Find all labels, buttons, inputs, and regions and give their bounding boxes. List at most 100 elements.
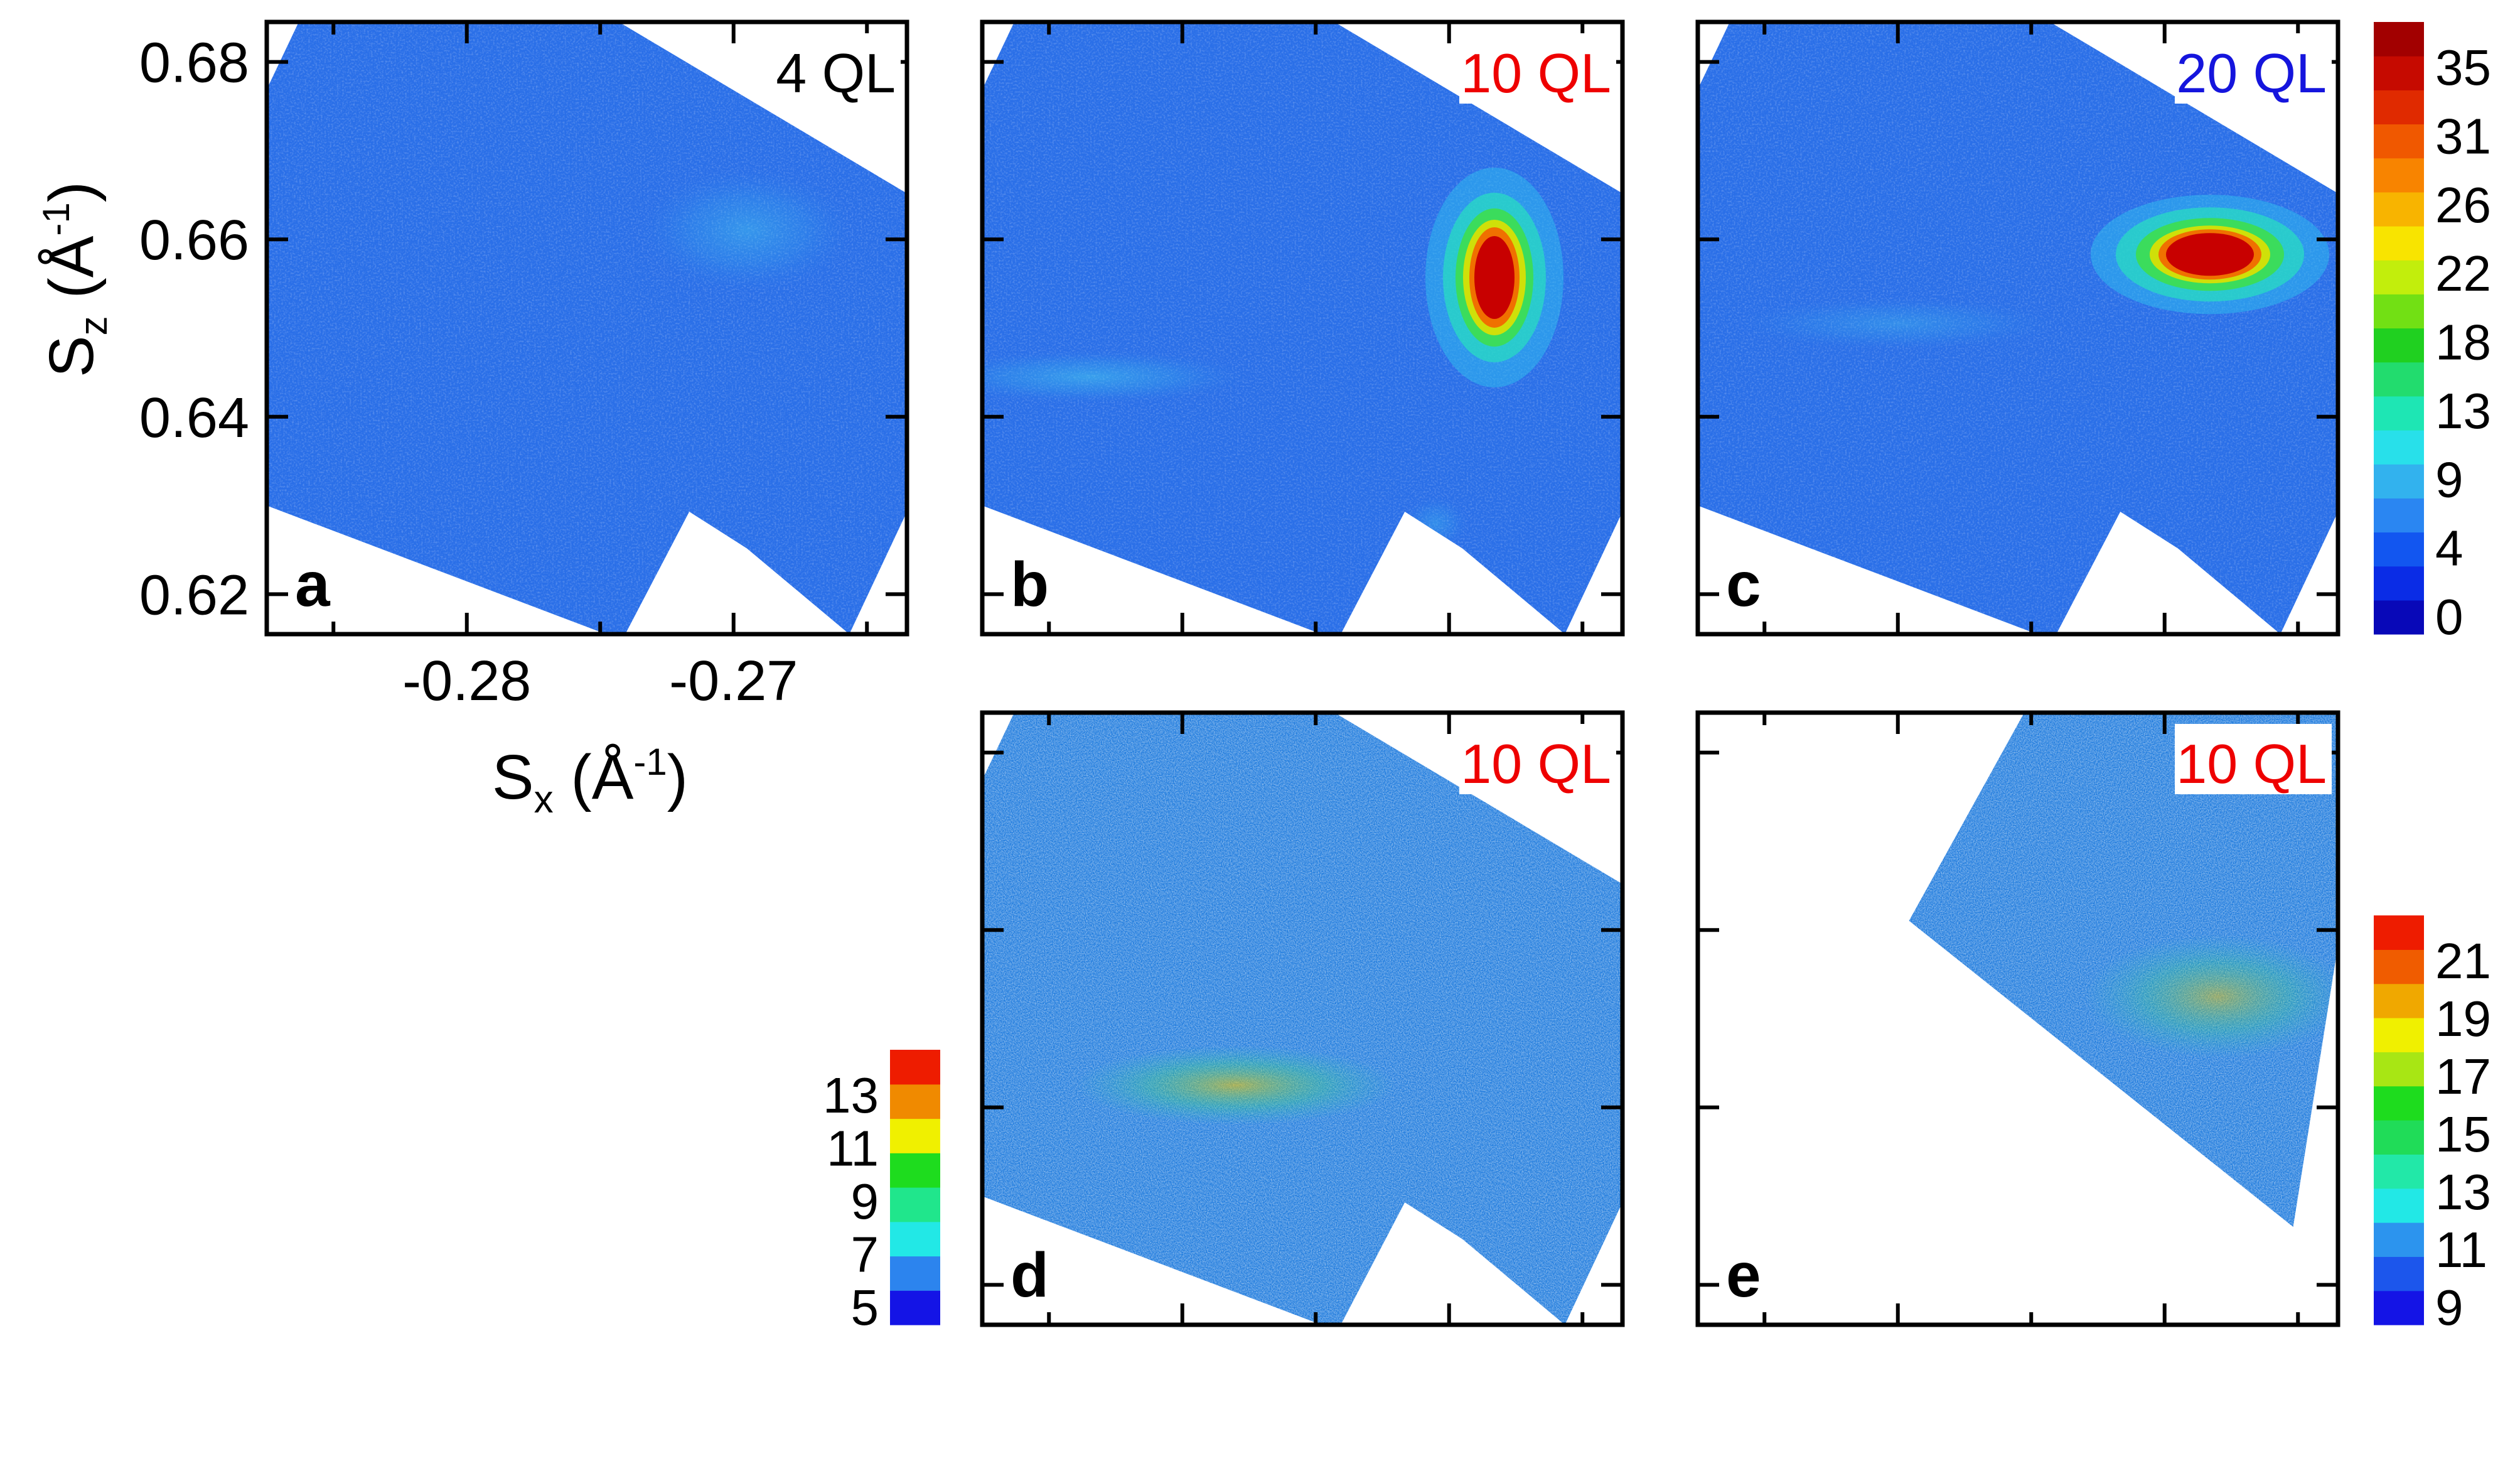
colorbar-d-swatch (890, 1256, 940, 1291)
panel-a-map (267, 22, 907, 634)
axis-titles: Sz (Å-1) Sx (Å-1) (35, 181, 688, 821)
panel-b-thickness-text: 10 QL (1461, 42, 1611, 104)
colorbar-d-tick-label: 5 (851, 1280, 879, 1335)
colorbar-main-swatch (2374, 191, 2424, 227)
colorbar-e-tick-label: 21 (2435, 933, 2491, 989)
panel-a-diffuse-0 (640, 168, 854, 293)
colorbar-main-swatch (2374, 362, 2424, 397)
x-tick-label: -0.27 (669, 650, 798, 713)
colorbar-main-tick-label: 4 (2435, 520, 2464, 576)
colorbar-e-tick-label: 19 (2435, 991, 2491, 1047)
y-tick-label: 0.62 (139, 564, 249, 627)
panel-e-diffuse-0 (2084, 934, 2338, 1059)
colorbar-d-tick-label: 11 (827, 1121, 879, 1177)
colorbar-e-swatch (2374, 1120, 2424, 1155)
panel-e-thickness-text: 10 QL (2176, 733, 2327, 795)
colorbar-e-swatch (2374, 1052, 2424, 1087)
colorbar-main-tick-label: 22 (2435, 245, 2491, 301)
panel-a-thickness-label: 4 QL (772, 33, 901, 104)
colorbar-main-tick-label: 35 (2435, 40, 2491, 95)
y-tick-label: 0.66 (139, 209, 249, 272)
panel-a: 4 QL a 0.62 0.64 0.66 0.68 -0.28 -0.27 (139, 19, 909, 713)
colorbar-main-swatch (2374, 90, 2424, 125)
panel-b: 10 QL b (980, 19, 1625, 637)
panel-c-diffuse-0 (1737, 297, 2058, 350)
panel-d-diffuse-0 (1075, 1045, 1396, 1126)
colorbar-d-swatch (890, 1221, 940, 1257)
colorbar-e-swatch (2374, 1188, 2424, 1223)
colorbar-main: 35 31 26 22 18 13 9 4 0 (2374, 22, 2491, 645)
panel-b-thickness-label: 10 QL (1459, 33, 1616, 104)
panel-b-bragg-peak (1425, 167, 1563, 387)
colorbar-d-tick-label: 13 (823, 1067, 879, 1123)
x-tick-label: -0.28 (402, 650, 531, 713)
colorbar-main-swatch (2374, 56, 2424, 90)
panel-a-frame (264, 19, 909, 637)
colorbar-e-tick-label: 9 (2435, 1280, 2464, 1335)
panel-a-thickness-text: 4 QL (776, 42, 896, 104)
colorbar-main-swatch (2374, 158, 2424, 193)
panels-layer: 4 QL a 0.62 0.64 0.66 0.68 -0.28 -0.27 10 QL b 20 … (139, 19, 2340, 1327)
panel-b-letter: b (1011, 549, 1049, 620)
panel-e-thickness-label: 10 QL (2175, 724, 2332, 795)
panel-c-thickness-text: 20 QL (2176, 42, 2327, 104)
colorbar-d-swatch (890, 1187, 940, 1222)
y-tick-label: 0.68 (139, 32, 249, 95)
colorbar-main-swatch (2374, 464, 2424, 499)
panel-d-frame (980, 710, 1625, 1327)
colorbar-e-swatch (2374, 1290, 2424, 1325)
colorbar-main-tick-label: 26 (2435, 177, 2491, 233)
panel-c-letter: c (1726, 549, 1761, 620)
colorbar-e-tick-label: 15 (2435, 1106, 2491, 1162)
colorbar-main-swatch (2374, 124, 2424, 159)
panel-b-frame (980, 19, 1625, 637)
colorbar-d-swatch (890, 1118, 940, 1153)
panel-a-letter: a (295, 549, 331, 620)
panel-c-frame (1695, 19, 2340, 637)
colorbar-main-swatch (2374, 600, 2424, 635)
panel-e: 10 QL e (1695, 710, 2340, 1327)
colorbar-main-swatch (2374, 498, 2424, 533)
colorbar-main-tick-label: 0 (2435, 589, 2464, 645)
colorbar-main-swatch (2374, 532, 2424, 567)
colorbar-d-tick-label: 7 (851, 1227, 879, 1283)
colorbar-e-tick-label: 11 (2435, 1222, 2487, 1278)
panel-d-letter: d (1011, 1240, 1049, 1310)
colorbar-e-swatch (2374, 983, 2424, 1018)
colorbar-main-tick-label: 31 (2435, 108, 2491, 164)
panel-b-diffuse-0 (982, 350, 1249, 404)
colorbar-main-swatch (2374, 396, 2424, 431)
colorbar-main-tick-label: 18 (2435, 315, 2491, 370)
panel-d-thickness-text: 10 QL (1461, 733, 1611, 795)
colorbar-e-swatch (2374, 1154, 2424, 1189)
panel-b-map (982, 22, 1622, 634)
colorbar-d-swatch (890, 1290, 940, 1325)
colorbar-main-tick-label: 9 (2435, 451, 2464, 507)
colorbar-e-tick-label: 17 (2435, 1049, 2491, 1104)
colorbar-main-swatch (2374, 294, 2424, 329)
panel-b-diffuse-1 (1403, 496, 1468, 550)
y-axis-title: Sz (Å-1) (35, 181, 115, 377)
colorbar-e-swatch (2374, 1018, 2424, 1052)
colorbar-main-swatch (2374, 430, 2424, 465)
colorbar-main-swatch (2374, 226, 2424, 261)
colorbar-main-swatch (2374, 22, 2424, 57)
colorbar-d-swatch (890, 1153, 940, 1188)
colorbar-e-swatch (2374, 1086, 2424, 1121)
panel-d: 10 QL d (980, 710, 1625, 1327)
panel-e-frame (1695, 710, 2340, 1327)
colorbar-main-tick-label: 13 (2435, 383, 2491, 439)
colorbar-e-tick-label: 13 (2435, 1164, 2491, 1220)
colorbar-e-swatch (2374, 1256, 2424, 1292)
colorbar-d-swatch (890, 1050, 940, 1085)
panel-c-thickness-label: 20 QL (2175, 33, 2332, 104)
colorbar-d-swatch (890, 1084, 940, 1119)
panel-c: 20 QL c (1695, 19, 2340, 637)
panel-c-map (1698, 22, 2338, 634)
colorbar-e-swatch (2374, 949, 2424, 984)
y-tick-label: 0.64 (139, 387, 249, 450)
colorbar-main-swatch (2374, 566, 2424, 601)
